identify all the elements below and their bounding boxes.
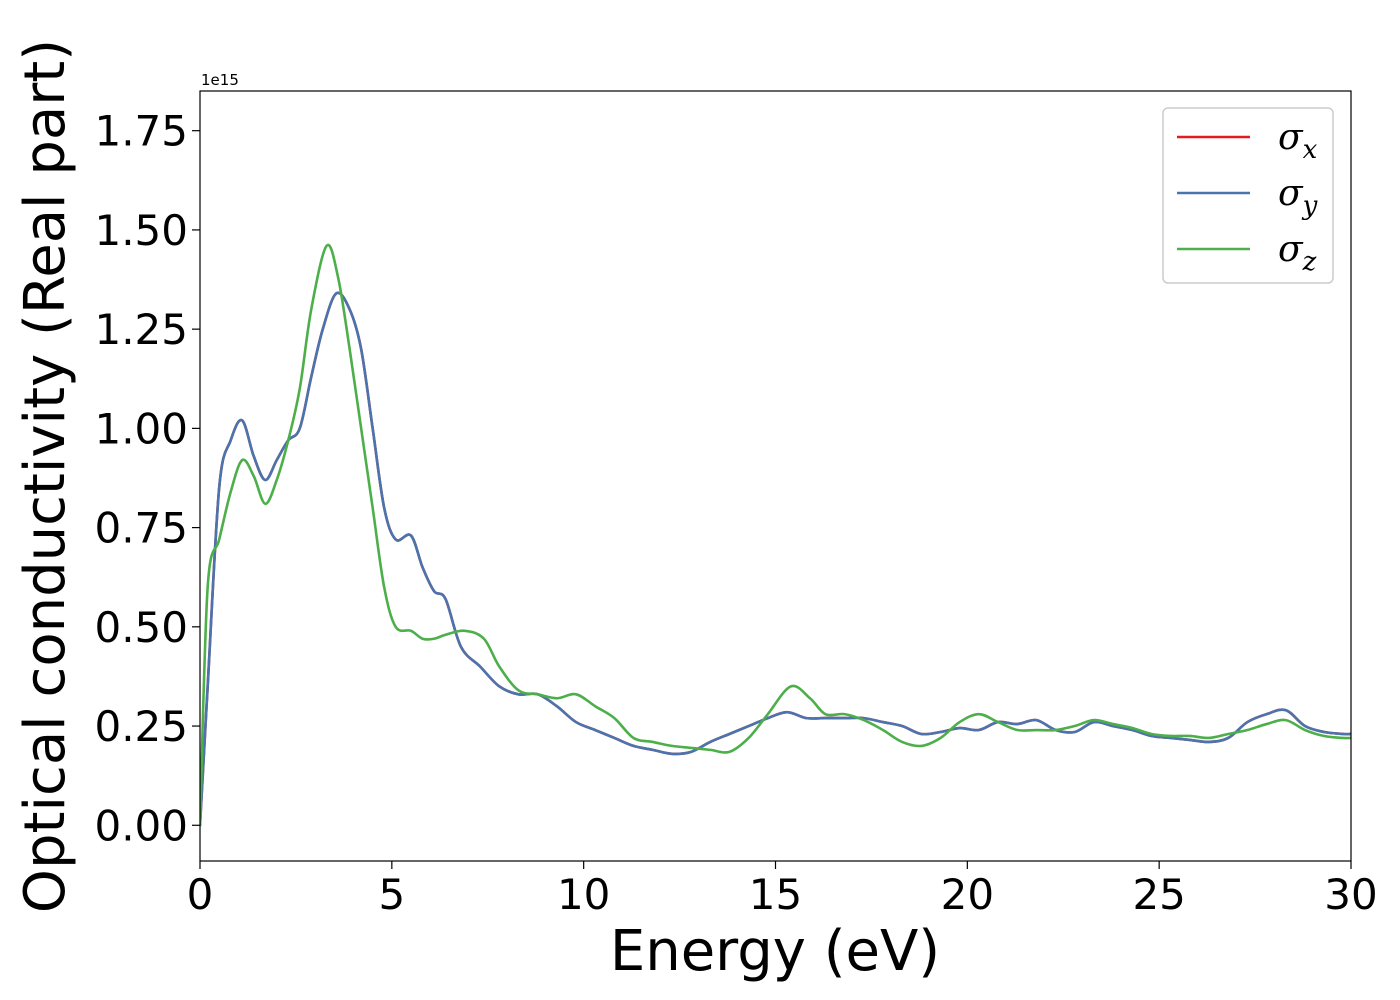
x-tick-label: 20 (941, 870, 994, 919)
y-tick-label: 1.25 (94, 305, 188, 354)
legend-subscript: z (1302, 247, 1317, 277)
x-tick-label: 25 (1132, 870, 1185, 919)
y-tick-label: 1.75 (94, 107, 188, 156)
x-tick-label: 5 (378, 870, 405, 919)
y-offset-label: 1e15 (201, 71, 239, 89)
y-tick-label: 1.50 (94, 206, 188, 255)
y-tick-label: 0.50 (94, 603, 188, 652)
y-axis-label: Optical conductivity (Real part) (13, 39, 78, 913)
plot-background (200, 91, 1351, 861)
x-tick-label: 15 (749, 870, 802, 919)
x-tick-label: 30 (1324, 870, 1377, 919)
y-tick-label: 0.00 (94, 801, 188, 850)
legend-symbol: σ (1278, 229, 1304, 270)
legend-label: σx (1278, 117, 1318, 165)
y-tick-label: 0.25 (94, 702, 188, 751)
legend-subscript: x (1303, 135, 1318, 165)
y-tick-label: 0.75 (94, 504, 188, 553)
legend-box (1162, 107, 1334, 284)
legend-label: σz (1278, 229, 1317, 277)
x-axis-label: Energy (eV) (610, 919, 940, 984)
legend-label: σy (1278, 173, 1318, 221)
x-tick-label: 10 (557, 870, 610, 919)
y-tick-label: 1.00 (94, 404, 188, 453)
legend-symbol: σ (1278, 117, 1304, 158)
series-line-σ-y (200, 291, 1351, 827)
legend-symbol: σ (1278, 173, 1304, 214)
x-tick-label: 0 (187, 870, 214, 919)
legend-subscript: y (1302, 191, 1318, 221)
series-line-σ-z (200, 243, 1351, 827)
